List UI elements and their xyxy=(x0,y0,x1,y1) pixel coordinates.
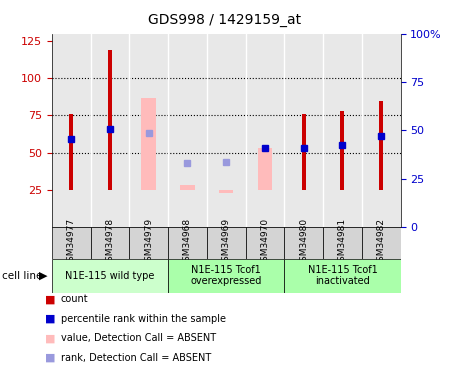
Bar xyxy=(168,34,207,227)
Text: GSM34982: GSM34982 xyxy=(377,218,386,267)
Bar xyxy=(52,34,90,227)
Bar xyxy=(284,259,400,292)
Text: GSM34977: GSM34977 xyxy=(67,218,76,267)
Bar xyxy=(168,259,284,292)
Text: ■: ■ xyxy=(45,353,55,363)
Bar xyxy=(341,111,344,190)
Bar xyxy=(180,185,195,190)
Bar xyxy=(108,50,112,190)
Text: ■: ■ xyxy=(45,294,55,304)
Text: GSM34980: GSM34980 xyxy=(299,218,308,267)
Text: GDS998 / 1429159_at: GDS998 / 1429159_at xyxy=(148,13,302,27)
Text: GSM34979: GSM34979 xyxy=(144,218,153,267)
Text: N1E-115 Tcof1
overexpressed: N1E-115 Tcof1 overexpressed xyxy=(190,265,262,286)
Text: N1E-115 Tcof1
inactivated: N1E-115 Tcof1 inactivated xyxy=(307,265,377,286)
Bar xyxy=(379,100,383,190)
Bar xyxy=(284,227,323,259)
Bar xyxy=(69,114,73,190)
Bar xyxy=(168,227,207,259)
Text: GSM34970: GSM34970 xyxy=(261,218,270,267)
Text: GSM34969: GSM34969 xyxy=(221,218,230,267)
Text: GSM34978: GSM34978 xyxy=(105,218,114,267)
Text: value, Detection Call = ABSENT: value, Detection Call = ABSENT xyxy=(61,333,216,344)
Text: rank, Detection Call = ABSENT: rank, Detection Call = ABSENT xyxy=(61,353,211,363)
Bar xyxy=(323,227,362,259)
Bar xyxy=(323,34,362,227)
Bar xyxy=(257,148,272,190)
Text: GSM34981: GSM34981 xyxy=(338,218,347,267)
Text: count: count xyxy=(61,294,88,304)
Bar xyxy=(129,34,168,227)
Bar xyxy=(141,98,156,190)
Text: cell line: cell line xyxy=(2,271,43,280)
Bar xyxy=(52,259,168,292)
Bar xyxy=(362,34,400,227)
Bar xyxy=(302,114,306,190)
Text: N1E-115 wild type: N1E-115 wild type xyxy=(65,271,154,280)
Bar xyxy=(90,34,129,227)
Bar xyxy=(207,34,246,227)
Bar xyxy=(129,227,168,259)
Bar xyxy=(362,227,400,259)
Text: ▶: ▶ xyxy=(39,271,47,280)
Bar xyxy=(219,190,234,193)
Bar xyxy=(52,227,90,259)
Bar xyxy=(207,227,246,259)
Bar xyxy=(90,227,129,259)
Bar xyxy=(284,34,323,227)
Text: GSM34968: GSM34968 xyxy=(183,218,192,267)
Bar xyxy=(246,34,284,227)
Text: ■: ■ xyxy=(45,314,55,324)
Text: ■: ■ xyxy=(45,333,55,344)
Bar xyxy=(246,227,284,259)
Text: percentile rank within the sample: percentile rank within the sample xyxy=(61,314,226,324)
